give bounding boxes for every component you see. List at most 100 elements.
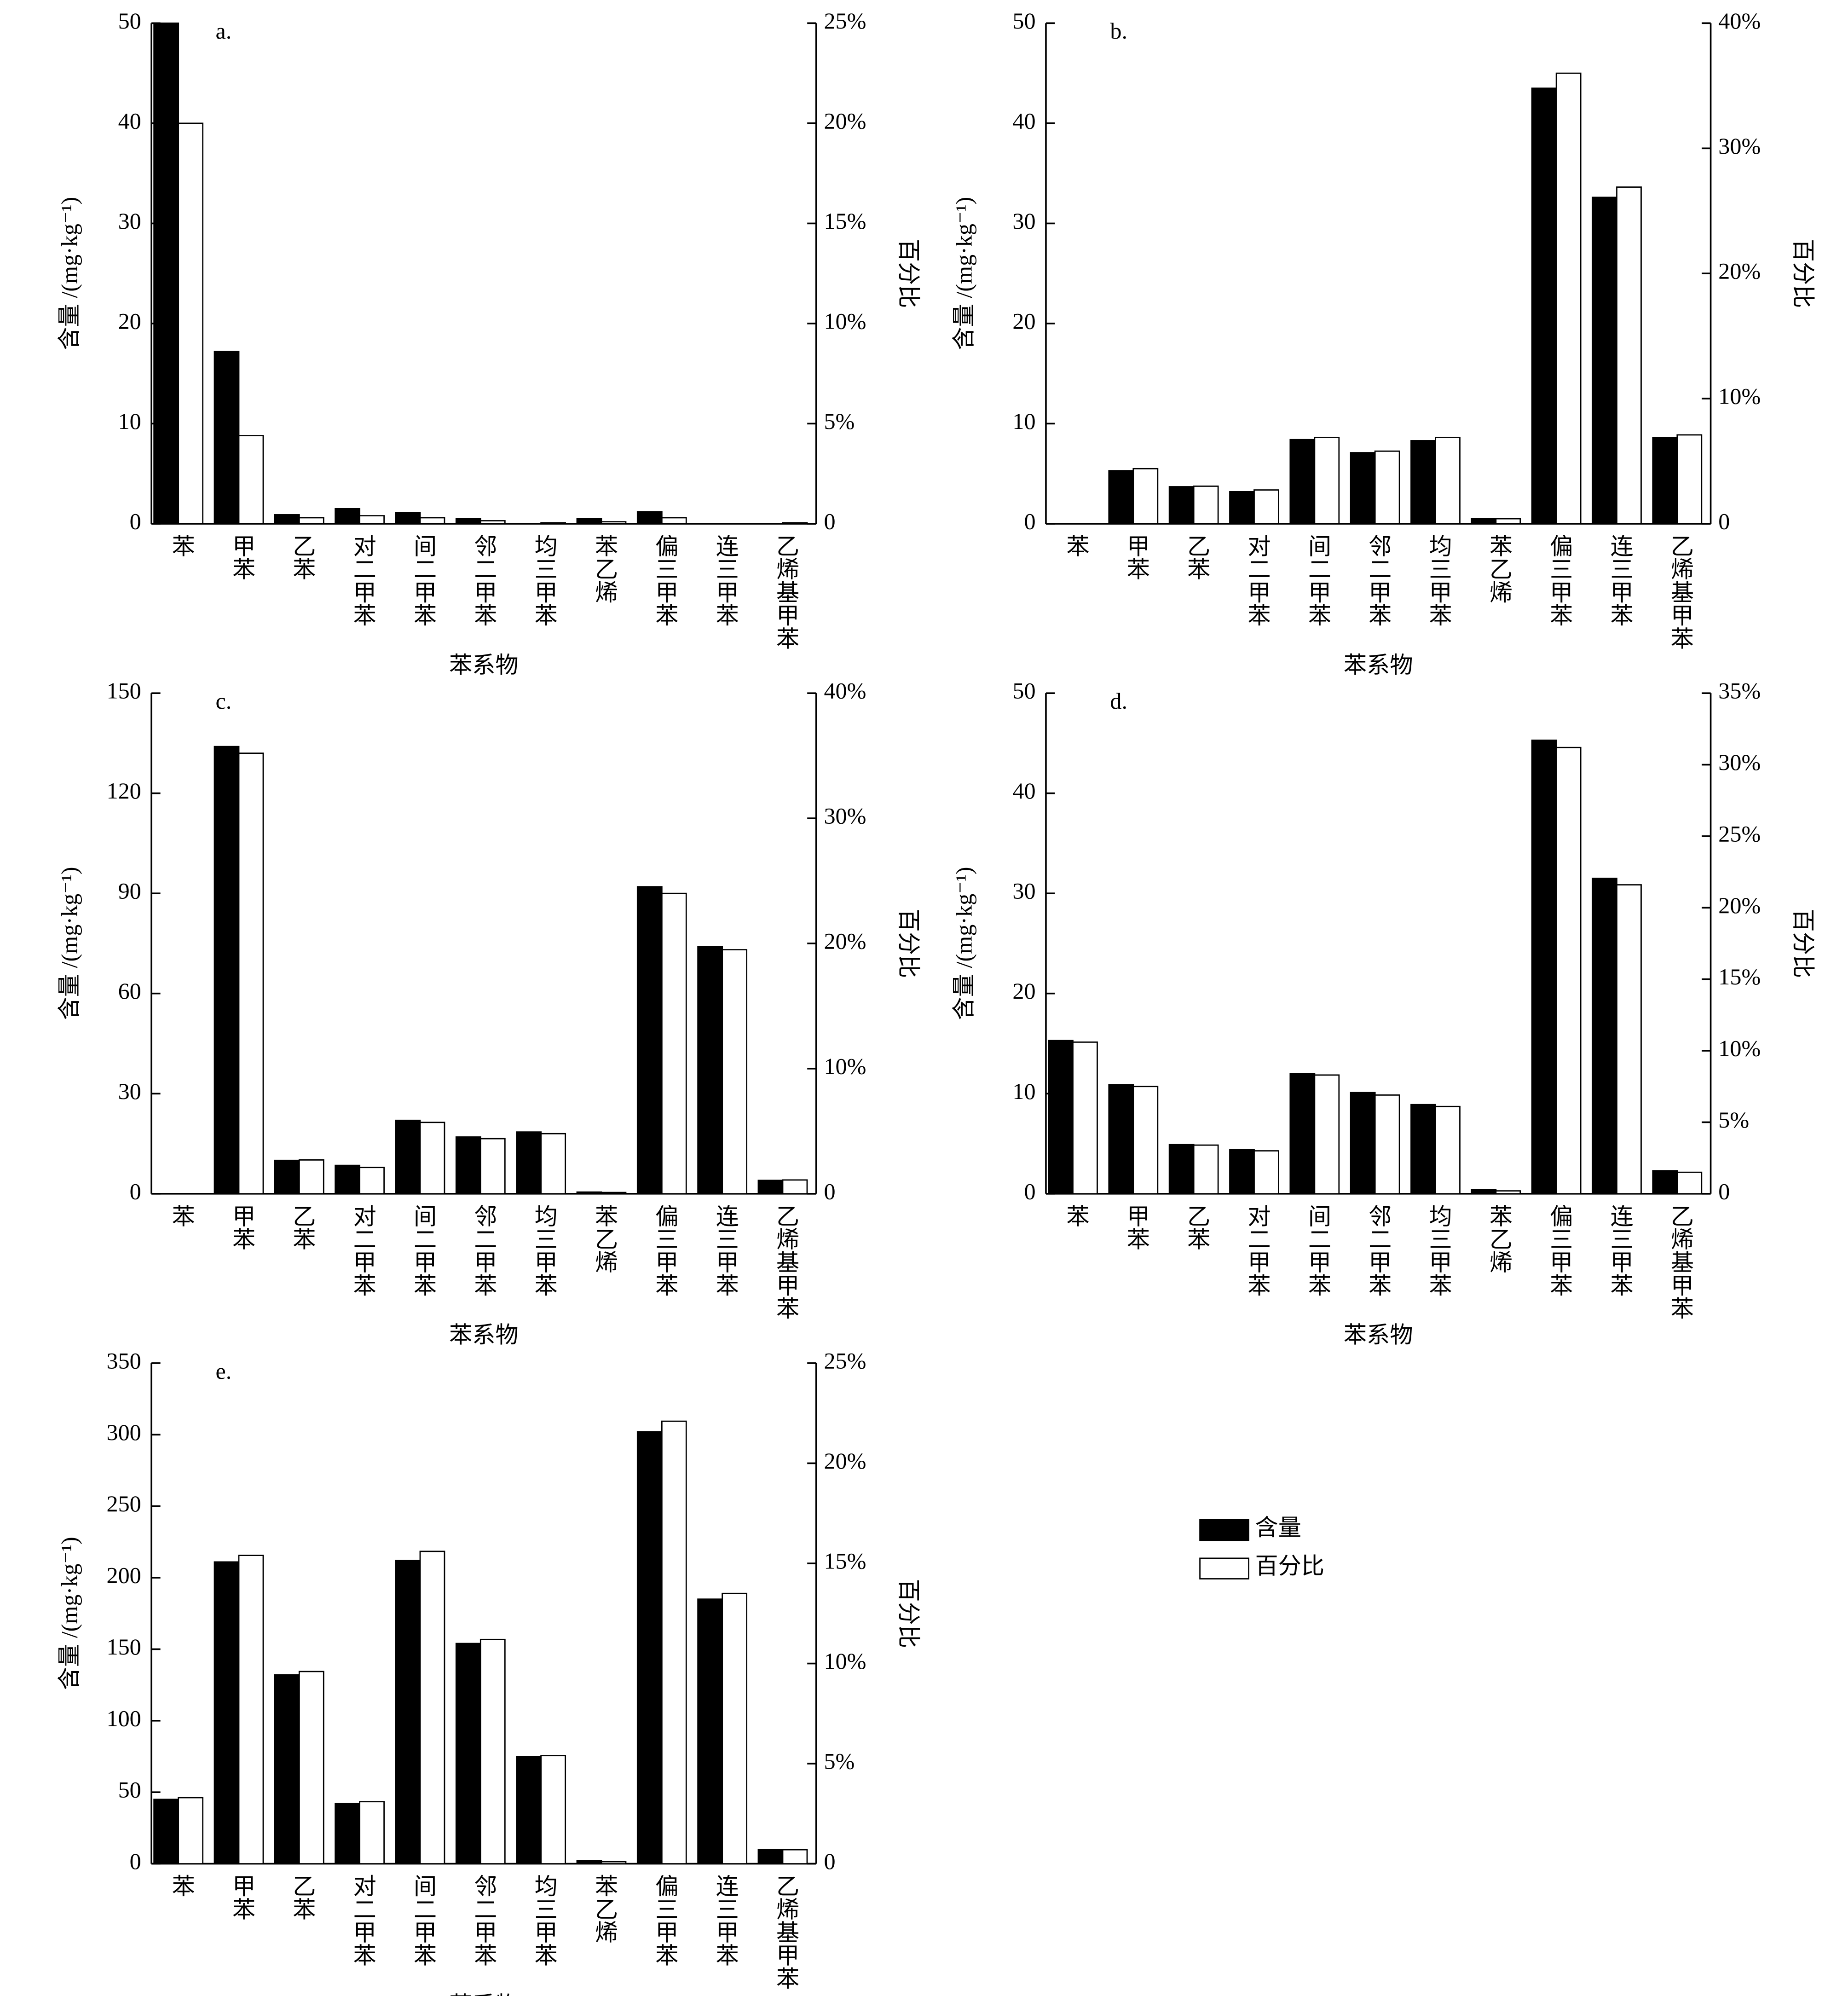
y-tick-label: 350	[106, 1348, 141, 1373]
x-axis-label: 苯系物	[449, 1322, 519, 1348]
x-tick-label: 对二甲苯	[350, 534, 376, 626]
bar	[722, 1592, 748, 1865]
bar	[1350, 452, 1376, 525]
bar	[395, 512, 421, 525]
x-tick-label: 偏三甲苯	[1547, 1204, 1572, 1296]
y2-axis-label: 百分比	[895, 909, 921, 978]
x-tick-label: 乙苯	[289, 534, 315, 580]
y2-tick-label: 5%	[824, 1748, 855, 1774]
y-tick-label: 250	[106, 1491, 141, 1516]
y2-tick-label: 25%	[824, 1348, 866, 1373]
bar	[1132, 1086, 1159, 1195]
x-axis-label: 苯系物	[1344, 1322, 1413, 1348]
bar	[178, 1797, 204, 1865]
bar	[601, 521, 627, 525]
bar	[1229, 491, 1255, 525]
x-axis-label: 苯系物	[449, 652, 519, 678]
y-axis-label: 含量 /(mg·kg⁻¹)	[951, 867, 977, 1020]
bar	[540, 1755, 566, 1865]
bar	[636, 1431, 663, 1864]
x-tick-label: 苯	[1063, 534, 1089, 557]
bar	[455, 518, 481, 525]
bar	[479, 1138, 506, 1195]
panel-title: e.	[216, 1358, 232, 1384]
x-tick-label: 乙烯基甲苯	[773, 1204, 799, 1319]
panel-title: c.	[216, 688, 232, 714]
y2-tick-label: 30%	[1718, 133, 1761, 159]
bar	[479, 520, 506, 525]
panel-title: d.	[1110, 688, 1127, 714]
bar	[782, 1179, 808, 1195]
x-tick-label: 甲苯	[1124, 1204, 1149, 1250]
x-tick-label: 间二甲苯	[1305, 1204, 1331, 1296]
bar	[722, 949, 748, 1195]
legend-swatch	[1199, 1557, 1249, 1579]
bar	[153, 1799, 179, 1865]
bar	[601, 1192, 627, 1195]
y-tick-label: 50	[118, 8, 141, 34]
bar	[757, 1849, 784, 1865]
bar	[455, 1643, 481, 1865]
y-tick-label: 150	[106, 678, 141, 704]
bar	[1616, 186, 1642, 525]
y2-tick-label: 20%	[824, 108, 866, 133]
bar	[1471, 1189, 1497, 1195]
bar	[395, 1119, 421, 1195]
x-tick-label: 间二甲苯	[1305, 534, 1331, 626]
x-tick-label: 苯	[169, 1204, 195, 1227]
y-tick-label: 0	[130, 1178, 141, 1204]
y2-tick-label: 15%	[824, 1548, 866, 1574]
bar	[214, 1561, 240, 1865]
x-tick-label: 连三甲苯	[1607, 1204, 1633, 1296]
bar	[238, 435, 264, 525]
bar	[540, 1133, 566, 1195]
bar	[238, 752, 264, 1195]
bar	[153, 22, 179, 525]
y2-tick-label: 10%	[824, 308, 866, 334]
bar	[516, 1131, 542, 1195]
y2-tick-label: 25%	[824, 8, 866, 34]
x-tick-label: 苯	[169, 534, 195, 557]
x-tick-label: 邻二甲苯	[1365, 1204, 1391, 1296]
bar	[298, 517, 324, 525]
y-tick-label: 150	[106, 1634, 141, 1660]
bar	[455, 1136, 481, 1195]
y-tick-label: 40	[1012, 778, 1035, 804]
bar	[1193, 1144, 1219, 1195]
bar	[1555, 72, 1582, 525]
x-tick-label: 甲苯	[1124, 534, 1149, 580]
y-axis-label: 含量 /(mg·kg⁻¹)	[951, 197, 977, 350]
y-tick-label: 10	[118, 408, 141, 434]
y-axis-label: 含量 /(mg·kg⁻¹)	[57, 867, 82, 1020]
panel-title: b.	[1110, 18, 1127, 44]
y-tick-label: 50	[1012, 8, 1035, 34]
legend-label: 百分比	[1255, 1553, 1325, 1579]
bar	[1193, 486, 1219, 525]
y-tick-label: 40	[1012, 108, 1035, 133]
x-tick-label: 均三甲苯	[531, 1204, 557, 1296]
y2-tick-label: 40%	[1718, 8, 1761, 34]
bar	[359, 1801, 385, 1865]
x-tick-label: 甲苯	[229, 534, 255, 580]
x-tick-label: 苯乙烯	[1486, 534, 1512, 603]
x-tick-label: 甲苯	[229, 1204, 255, 1250]
y-tick-label: 50	[118, 1777, 141, 1803]
bar	[479, 1638, 506, 1865]
x-tick-label: 乙烯基甲苯	[773, 1874, 799, 1990]
bar	[1592, 878, 1617, 1195]
y-tick-label: 0	[1024, 1178, 1036, 1204]
y2-tick-label: 15%	[824, 208, 866, 234]
bar	[1410, 1104, 1436, 1195]
y2-tick-label: 5%	[1718, 1107, 1749, 1133]
bar	[1289, 439, 1316, 525]
x-tick-label: 对二甲苯	[350, 1874, 376, 1967]
y2-axis-label: 百分比	[895, 239, 921, 308]
x-tick-label: 苯乙烯	[592, 1874, 618, 1944]
bar	[1048, 1040, 1074, 1195]
bar	[1592, 197, 1617, 525]
y-tick-label: 40	[118, 108, 141, 133]
x-tick-label: 均三甲苯	[1426, 534, 1452, 626]
y-tick-label: 20	[118, 308, 141, 334]
bar	[238, 1555, 264, 1865]
